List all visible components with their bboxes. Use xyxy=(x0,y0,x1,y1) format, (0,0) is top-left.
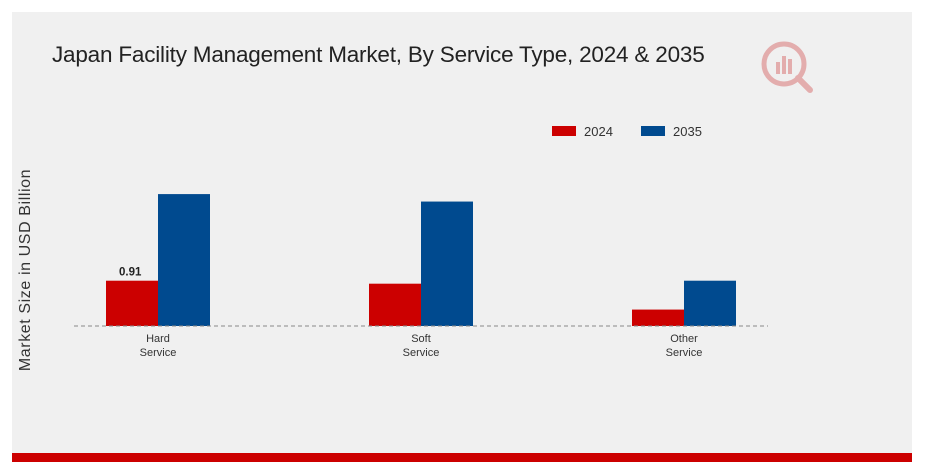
legend-label-2035: 2035 xyxy=(673,124,702,139)
bar-2035-other-service xyxy=(684,280,736,326)
data-labels: 0.91 xyxy=(119,267,142,279)
data-label: 0.91 xyxy=(119,267,142,279)
bar-2035-soft-service xyxy=(421,201,473,326)
bar-2024-hard-service xyxy=(106,280,158,326)
x-tick-label: Hard Service xyxy=(140,333,177,359)
legend-swatch-2024 xyxy=(552,126,576,136)
legend: 2024 2035 xyxy=(552,124,702,139)
x-tick-labels: Hard Service Soft Service Other Service xyxy=(140,333,703,359)
bar-2035-hard-service xyxy=(158,194,210,326)
chart-title: Japan Facility Management Market, By Ser… xyxy=(52,42,705,67)
bottom-accent-bar xyxy=(12,453,912,462)
bars-group xyxy=(106,194,736,326)
market-research-logo-icon xyxy=(761,41,813,93)
legend-label-2024: 2024 xyxy=(584,124,613,139)
x-tick-label: Other Service xyxy=(666,333,703,359)
bar-2024-other-service xyxy=(632,309,684,326)
x-tick-label: Soft Service xyxy=(403,333,440,359)
legend-swatch-2035 xyxy=(641,126,665,136)
bar-2024-soft-service xyxy=(369,283,421,326)
